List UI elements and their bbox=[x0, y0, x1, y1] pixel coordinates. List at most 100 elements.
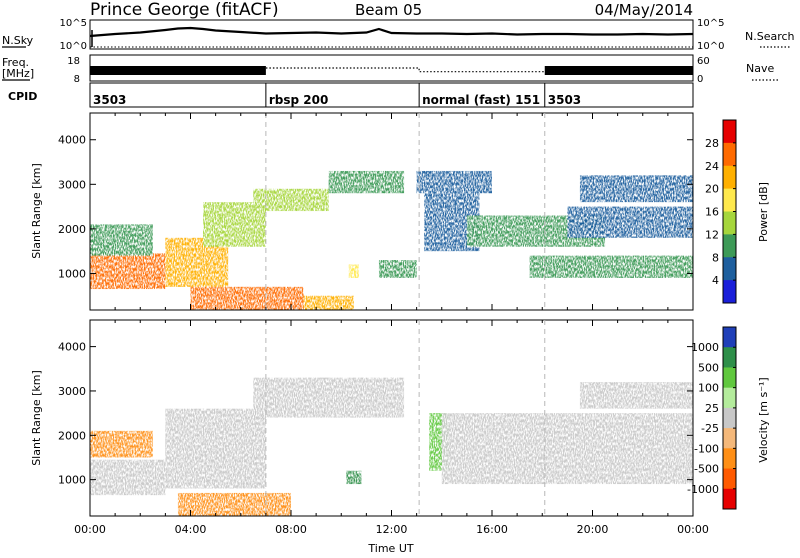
nsky-tick-bottom: 10^0 bbox=[60, 41, 87, 52]
freq-tick-top: 18 bbox=[67, 56, 80, 67]
time-xlabel: Time UT bbox=[367, 542, 413, 554]
nave-tick-bottom: 0 bbox=[697, 74, 703, 85]
colorbar-tick-label: 4 bbox=[712, 274, 719, 287]
echo-region-9 bbox=[378, 260, 417, 278]
colorbar-tick-label: 500 bbox=[698, 361, 719, 374]
nsky-label: N.Sky bbox=[2, 34, 34, 47]
colorbar-tick-label: 20 bbox=[705, 183, 719, 196]
x-tick-label: 16:00 bbox=[476, 523, 508, 536]
cpid-label: CPID bbox=[8, 90, 37, 103]
colorbar-tick-label: -100 bbox=[694, 442, 719, 455]
colorbar-swatch bbox=[723, 387, 736, 409]
colorbar-swatch bbox=[723, 407, 736, 429]
colorbar-swatch bbox=[723, 448, 736, 470]
colorbar-swatch bbox=[723, 188, 736, 212]
echo-region-0 bbox=[90, 253, 166, 290]
echo-region-7 bbox=[303, 295, 354, 310]
nsky-tick-top: 10^5 bbox=[60, 18, 87, 29]
colorbar-tick-label: 1000 bbox=[691, 341, 719, 354]
freq-band-1 bbox=[544, 66, 693, 75]
velocity-colorbar-label: Velocity [m s⁻¹] bbox=[757, 377, 770, 462]
echo-region-14 bbox=[567, 206, 693, 238]
freq-band-0 bbox=[90, 66, 266, 75]
echo-region-4 bbox=[253, 188, 329, 212]
y-tick-label: 2000 bbox=[58, 429, 86, 442]
y-tick-label: 4000 bbox=[58, 134, 86, 147]
nave-label: Nave bbox=[746, 62, 774, 75]
echo-region-3 bbox=[177, 492, 291, 516]
x-tick-label: 08:00 bbox=[275, 523, 307, 536]
y-tick-label: 3000 bbox=[58, 178, 86, 191]
colorbar-tick-label: 28 bbox=[705, 137, 719, 150]
cpid-panel: CPID 3503 rbsp 200 normal (fast) 151 3503 bbox=[8, 82, 694, 108]
y-tick-label: 1000 bbox=[58, 267, 86, 280]
echo-region-13 bbox=[529, 255, 693, 278]
cpid-segment-label: 3503 bbox=[93, 93, 126, 107]
y-tick-label: 3000 bbox=[58, 385, 86, 398]
velocity-panel: 1000 2000 3000 4000 00:00 04:00 08:00 12:00 16:0… bbox=[30, 319, 770, 555]
colorbar-swatch bbox=[723, 234, 736, 258]
beam-label: Beam 05 bbox=[355, 1, 422, 19]
nsearch-label: N.Search bbox=[745, 30, 795, 43]
colorbar-tick-label: 16 bbox=[705, 206, 719, 219]
echo-region-15 bbox=[579, 175, 693, 203]
cpid-segment-label: normal (fast) 151 bbox=[422, 93, 540, 107]
nave-tick-top: 60 bbox=[697, 56, 710, 67]
cpid-segment-label: 3503 bbox=[548, 93, 581, 107]
echo-region-4 bbox=[253, 377, 405, 418]
colorbar-tick-label: -1000 bbox=[687, 483, 719, 496]
date-label: 04/May/2014 bbox=[595, 1, 693, 19]
echo-region-5 bbox=[346, 470, 362, 485]
power-colorbar-label: Power [dB] bbox=[757, 182, 770, 242]
x-tick-label: 04:00 bbox=[175, 523, 207, 536]
echo-region-11 bbox=[416, 170, 492, 194]
power-panel: 1000 2000 3000 4000 Slant Range [km] 28 24 20… bbox=[30, 112, 770, 311]
echo-region-7 bbox=[441, 413, 693, 485]
power-ylabel: Slant Range [km] bbox=[30, 163, 43, 259]
y-tick-label: 1000 bbox=[58, 474, 86, 487]
freq-label-line1: Freq. bbox=[2, 56, 29, 69]
echo-region-6 bbox=[190, 286, 304, 310]
colorbar-tick-label: 25 bbox=[705, 402, 719, 415]
nave-series bbox=[265, 67, 545, 73]
colorbar-frame bbox=[722, 326, 737, 510]
echo-region-0 bbox=[90, 459, 166, 496]
echo-region-2 bbox=[165, 408, 266, 489]
colorbar-tick-label: 100 bbox=[698, 382, 719, 395]
cpid-frame bbox=[89, 82, 694, 108]
colorbar-swatch bbox=[723, 468, 736, 490]
colorbar-swatch bbox=[723, 211, 736, 235]
nsky-panel: N.Sky 10^5 10^0 10^5 10^0 N.Search bbox=[2, 18, 795, 52]
colorbar-swatch bbox=[723, 142, 736, 167]
colorbar-tick-label: 12 bbox=[705, 228, 719, 241]
x-tick-label: 00:00 bbox=[677, 523, 709, 536]
y-tick-label: 4000 bbox=[58, 341, 86, 354]
cpid-segment-label: rbsp 200 bbox=[269, 93, 328, 107]
colorbar-swatch bbox=[723, 165, 736, 190]
colorbar-tick-label: 8 bbox=[712, 251, 719, 264]
echo-region-8 bbox=[579, 382, 693, 409]
x-tick-label: 12:00 bbox=[376, 523, 408, 536]
colorbar-swatch bbox=[723, 428, 736, 449]
colorbar-tick-label: -500 bbox=[694, 463, 719, 476]
colorbar-swatch bbox=[723, 327, 736, 348]
freq-panel: Freq. [MHz] 18 8 60 0 Nave bbox=[2, 54, 778, 85]
echo-region-8 bbox=[348, 264, 359, 278]
freq-label: Freq. [MHz] bbox=[2, 56, 34, 80]
x-tick-label: 20:00 bbox=[577, 523, 609, 536]
colorbar-swatch bbox=[723, 488, 736, 510]
echo-region-1 bbox=[90, 430, 153, 458]
colorbar-tick-label: -25 bbox=[701, 422, 719, 435]
nsearch-tick-bottom: 10^0 bbox=[697, 41, 724, 52]
colorbar-tick-label: 24 bbox=[705, 160, 719, 173]
echo-region-5 bbox=[328, 170, 405, 194]
colorbar-swatch bbox=[723, 257, 736, 281]
nsky-series-0 bbox=[89, 26, 694, 38]
velocity-ylabel: Slant Range [km] bbox=[30, 370, 43, 466]
colorbar-swatch bbox=[723, 280, 736, 304]
freq-label-line2: [MHz] bbox=[2, 67, 34, 80]
colorbar-swatch bbox=[723, 120, 736, 144]
station-title: Prince George (fitACF) bbox=[90, 0, 279, 20]
